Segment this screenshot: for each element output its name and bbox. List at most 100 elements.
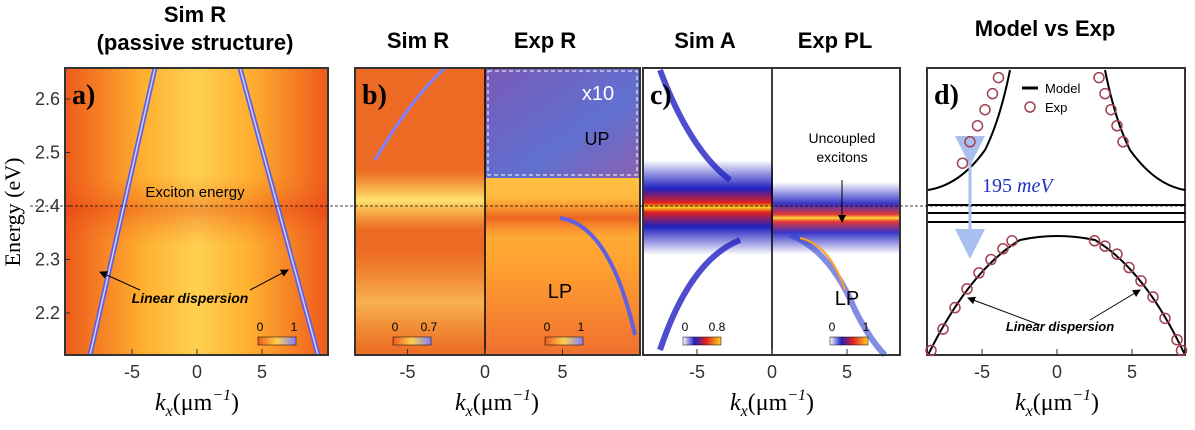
x-tick-label: -5 — [124, 362, 140, 382]
title: Exp PL — [798, 28, 873, 53]
panel-b — [354, 66, 641, 356]
x-label-part: (μm — [1033, 390, 1073, 416]
title: Sim R — [387, 28, 449, 53]
y-tick-label: 2.5 — [35, 143, 60, 163]
annotation: excitons — [816, 149, 867, 165]
colorbar-label: 0.8 — [709, 320, 726, 334]
y-tick-label: 2.2 — [35, 303, 60, 323]
exp-point — [1123, 261, 1135, 274]
x-tick-label: -5 — [974, 362, 990, 382]
x-label-part: k — [1015, 390, 1026, 416]
exp-point — [1088, 235, 1101, 247]
panel-c — [642, 67, 901, 358]
y-tick-label: 2.3 — [35, 250, 60, 270]
exp-point — [997, 243, 1009, 255]
colorbar-label: 0 — [829, 320, 836, 334]
x-label-part: (μm — [473, 390, 513, 416]
exp-point — [1006, 235, 1018, 247]
exp-point — [964, 136, 976, 148]
x-label-part: ) — [531, 390, 539, 416]
y-label: Energy (eV) — [0, 158, 25, 267]
annotation: Exciton energy — [145, 184, 245, 201]
x-tick-label: -5 — [689, 362, 705, 382]
exp-point — [949, 301, 961, 314]
x-tick-label: 0 — [1052, 362, 1062, 382]
exp-point — [1117, 136, 1129, 148]
exp-point — [1159, 312, 1171, 325]
title: Sim A — [674, 28, 736, 53]
title: Sim R — [164, 2, 226, 27]
x-tick-label: 5 — [257, 362, 267, 382]
x-tick-label: -5 — [399, 362, 415, 382]
exp-point — [986, 87, 999, 100]
title: Exp R — [514, 28, 576, 53]
colorbar-label: 1 — [578, 320, 585, 334]
exp-point — [1175, 344, 1188, 357]
x-label-part: −1 — [512, 387, 531, 404]
exp-point — [973, 267, 985, 279]
x-tick-label: 0 — [192, 362, 202, 382]
x-label-part: −1 — [787, 387, 806, 404]
x-tick-label: 0 — [480, 362, 490, 382]
colorbar-label: 0 — [544, 320, 551, 334]
colorbar-label: 1 — [291, 320, 298, 334]
annotation: LP — [835, 288, 859, 310]
panel-letter: a) — [72, 80, 95, 111]
x-label: kx(μm−1) — [1015, 387, 1099, 420]
annotation: meV — [1017, 175, 1055, 197]
exp-point — [1111, 248, 1123, 260]
x-label-part: ) — [806, 390, 814, 416]
exp-point — [956, 157, 969, 169]
annotation: x10 — [582, 83, 614, 105]
x-label-part: (μm — [173, 390, 213, 416]
exp-point — [961, 283, 973, 295]
exp-point — [1099, 240, 1111, 252]
x-label-part: −1 — [212, 387, 231, 404]
exp-point — [985, 253, 997, 266]
annotation: Linear dispersion — [1006, 319, 1114, 334]
x-label-part: x — [740, 403, 748, 420]
panel-d — [925, 67, 1188, 357]
exp-point — [1093, 71, 1105, 84]
exp-point — [1111, 120, 1123, 132]
x-tick-label: 5 — [842, 362, 852, 382]
exp-point — [1147, 291, 1159, 303]
panel-a — [64, 67, 329, 356]
x-label-part: (μm — [748, 390, 788, 416]
exp-point — [992, 71, 1005, 84]
legend-label: Exp — [1045, 100, 1067, 115]
y-tick-label: 2.6 — [35, 89, 60, 109]
exp-point — [979, 103, 991, 116]
title: Model vs Exp — [975, 16, 1116, 41]
x-tick-label: 5 — [557, 362, 567, 382]
colorbar-label: 0 — [392, 320, 399, 334]
panel-letter: b) — [362, 80, 387, 111]
annotation: LP — [548, 281, 572, 303]
exp-point — [971, 120, 984, 132]
x-label: kx(μm−1) — [155, 387, 239, 420]
legend-label: Model — [1045, 81, 1081, 96]
x-label-part: x — [465, 403, 473, 420]
x-label-part: ) — [231, 390, 239, 416]
x-label-part: x — [165, 403, 173, 420]
colorbar-label: 0.7 — [421, 320, 438, 334]
x-tick-label: 5 — [1127, 362, 1137, 382]
colorbar-label: 0 — [257, 320, 264, 334]
colorbar-label: 0 — [682, 320, 689, 334]
x-label-part: −1 — [1072, 387, 1091, 404]
title: (passive structure) — [97, 30, 294, 55]
panel-letter: d) — [934, 80, 959, 111]
exp-point — [1105, 103, 1117, 116]
x-label-part: k — [730, 390, 741, 416]
colorbar-label: 1 — [863, 320, 870, 334]
x-label-part: k — [155, 390, 166, 416]
annotation: Uncoupled — [809, 130, 876, 146]
exp-point — [937, 323, 949, 335]
exp-point — [1099, 87, 1111, 100]
exp-point — [925, 344, 937, 357]
exp-point — [1171, 334, 1183, 346]
x-label: kx(μm−1) — [730, 387, 814, 420]
x-label-part: x — [1025, 403, 1033, 420]
exp-point — [1135, 275, 1147, 287]
annotation: Linear dispersion — [132, 290, 249, 306]
